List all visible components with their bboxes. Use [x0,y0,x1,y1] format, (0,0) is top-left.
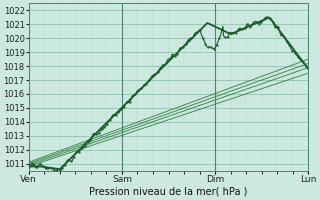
X-axis label: Pression niveau de la mer( hPa ): Pression niveau de la mer( hPa ) [89,187,248,197]
